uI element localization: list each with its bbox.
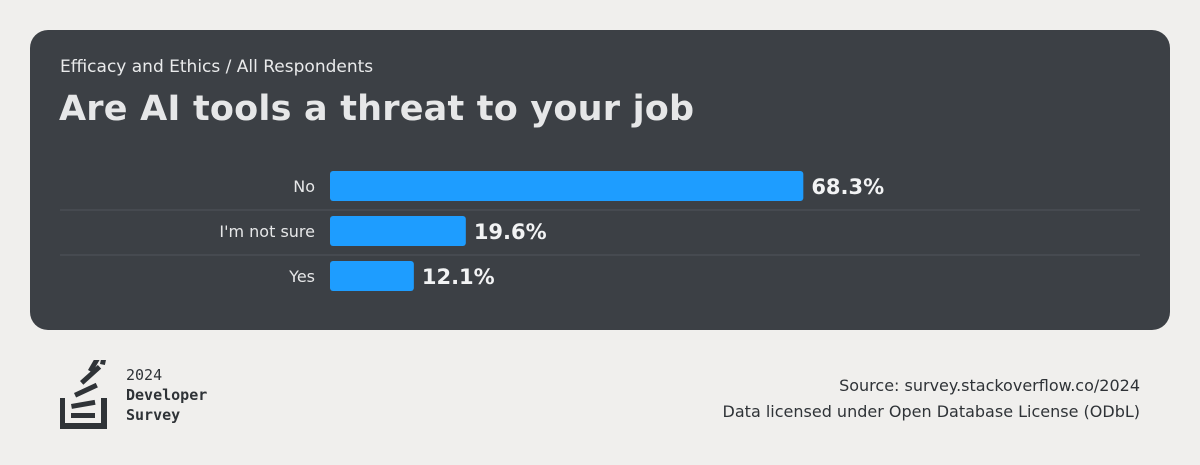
logo-year: 2024: [126, 366, 163, 384]
bar: [330, 261, 414, 291]
footer-credits: Source: survey.stackoverflow.co/2024 Dat…: [723, 373, 1140, 425]
category-label: I'm not sure: [219, 222, 315, 241]
bar: [330, 171, 804, 201]
value-label: 19.6%: [474, 220, 547, 244]
value-label: 12.1%: [422, 265, 495, 289]
source-text: Source: survey.stackoverflow.co/2024: [839, 376, 1140, 395]
value-label: 68.3%: [811, 175, 884, 199]
chart-subtitle: Efficacy and Ethics / All Respondents: [60, 57, 374, 77]
chart-title: Are AI tools a threat to your job: [59, 89, 695, 129]
survey-logo: 2024 Developer Survey: [60, 360, 260, 430]
category-label: No: [293, 177, 315, 196]
chart-card: Efficacy and Ethics / All Respondents Ar…: [30, 30, 1170, 330]
bar: [330, 216, 466, 246]
category-label: Yes: [288, 267, 315, 286]
stack-overflow-logo-icon: [60, 360, 110, 429]
logo-line-developer: Developer: [126, 386, 208, 404]
logo-wordmark: 2024 Developer Survey: [126, 365, 207, 425]
logo-line-survey: Survey: [126, 406, 181, 424]
license-text: Data licensed under Open Database Licens…: [722, 402, 1140, 421]
